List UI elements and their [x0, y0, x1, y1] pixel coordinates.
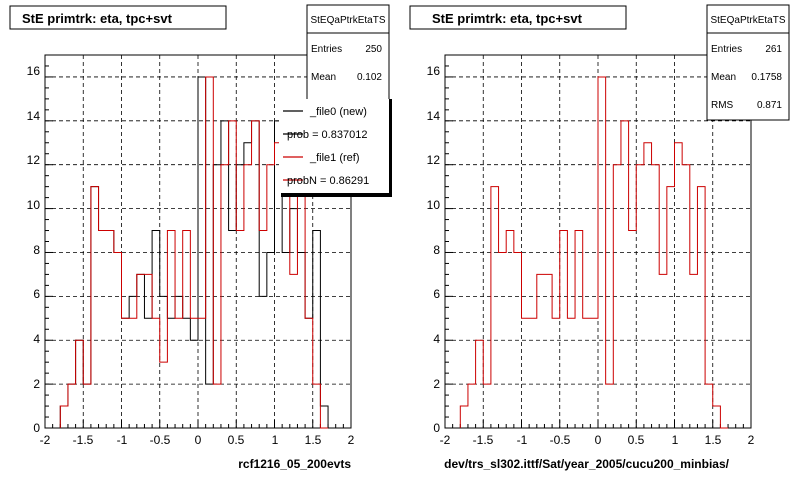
left-xtick-label: -0.5 [150, 433, 171, 447]
right-xtick-label: 0 [595, 433, 602, 447]
right-axis-ticks [444, 54, 752, 429]
right-series [459, 76, 729, 429]
left-xtick-label: -1.5 [73, 433, 94, 447]
left-xtick-label: 1 [272, 433, 279, 447]
right-ytick-label: 8 [433, 243, 440, 257]
left-stats-value: 250 [365, 44, 382, 55]
right-xtick-label: -1.5 [473, 433, 494, 447]
right-xtick-label: 0.5 [628, 433, 645, 447]
right-stats-label: Mean [711, 72, 736, 83]
right-stats-value: 0.1758 [751, 72, 782, 83]
right-xtick-label: 1 [672, 433, 679, 447]
right-xtick-label: 2 [748, 433, 755, 447]
right-ytick-label: 10 [427, 198, 441, 212]
left-stats-box: StEQaPtrkEtaTS Entries 250 Mean 0.102 [306, 4, 390, 118]
left-y-tick-labels: 0 2 4 6 8 10 12 14 16 [27, 64, 41, 435]
right-ytick-label: 6 [433, 287, 440, 301]
right-xtick-label: 1.5 [705, 433, 722, 447]
right-ytick-label: 0 [433, 421, 440, 435]
right-stats-value: 261 [765, 44, 782, 55]
legend-label: _file0 (new) [309, 106, 367, 118]
left-ytick-label: 0 [33, 421, 40, 435]
right-stats-name: StEQaPtrkEtaTS [710, 15, 785, 26]
right-ytick-label: 16 [427, 64, 441, 78]
right-xtick-label: -0.5 [550, 433, 571, 447]
left-xtick-label: 0 [195, 433, 202, 447]
left-x-axis-label: rcf1216_05_200evts [238, 457, 351, 471]
left-title: StE primtrk: eta, tpc+svt [22, 11, 173, 26]
right-xtick-label: -2 [440, 433, 451, 447]
histogram-series-0 [459, 76, 729, 429]
left-ytick-label: 16 [27, 64, 41, 78]
left-x-tick-labels: -2 -1.5 -1 -0.5 0 0.5 1 1.5 2 [40, 433, 355, 447]
left-ytick-label: 12 [27, 153, 41, 167]
right-stats-value: 0.871 [757, 100, 782, 111]
left-ytick-label: 8 [33, 243, 40, 257]
left-ytick-label: 6 [33, 287, 40, 301]
left-xtick-label: 1.5 [305, 433, 322, 447]
left-stats-label: Entries [311, 44, 342, 55]
left-xtick-label: -1 [117, 433, 128, 447]
right-title: StE primtrk: eta, tpc+svt [432, 11, 583, 26]
right-y-tick-labels: 0 2 4 6 8 10 12 14 16 [427, 64, 441, 435]
left-axis-ticks [44, 54, 352, 429]
right-histogram-panel: StE primtrk: eta, tpc+svt -2 -1.5 -1 -0.… [409, 4, 790, 471]
right-ytick-label: 4 [433, 332, 440, 346]
legend-label: _file1 (ref) [309, 152, 360, 164]
left-legend: _file0 (new) prob = 0.837012 _file1 (ref… [279, 99, 392, 197]
left-stats-name: StEQaPtrkEtaTS [310, 15, 385, 26]
left-xtick-label: -2 [40, 433, 51, 447]
right-ytick-label: 12 [427, 153, 441, 167]
right-ytick-label: 14 [427, 109, 441, 123]
left-ytick-label: 4 [33, 332, 40, 346]
legend-label: prob = 0.837012 [287, 129, 367, 141]
left-stats-label: Mean [311, 72, 336, 83]
left-xtick-label: 2 [348, 433, 355, 447]
left-ytick-label: 2 [33, 377, 40, 391]
left-title-box [9, 5, 227, 30]
right-title-box [409, 5, 627, 30]
right-ytick-label: 2 [433, 377, 440, 391]
right-stats-label: RMS [711, 100, 734, 111]
left-histogram-panel: StE primtrk: eta, tpc+svt -2 -1.5 -1 -0.… [9, 4, 392, 471]
right-x-axis-label: dev/trs_sl302.ittf/Sat/year_2005/cucu200… [444, 457, 729, 471]
legend-label: probN = 0.86291 [287, 175, 369, 187]
left-xtick-label: 0.5 [228, 433, 245, 447]
left-ytick-label: 10 [27, 198, 41, 212]
left-ytick-label: 14 [27, 109, 41, 123]
right-stats-label: Entries [711, 44, 742, 55]
right-stats-box: StEQaPtrkEtaTS Entries 261 Mean 0.1758 R… [706, 4, 790, 121]
right-x-tick-labels: -2 -1.5 -1 -0.5 0 0.5 1 1.5 2 [440, 433, 755, 447]
right-xtick-label: -1 [517, 433, 528, 447]
left-stats-value: 0.102 [357, 72, 382, 83]
